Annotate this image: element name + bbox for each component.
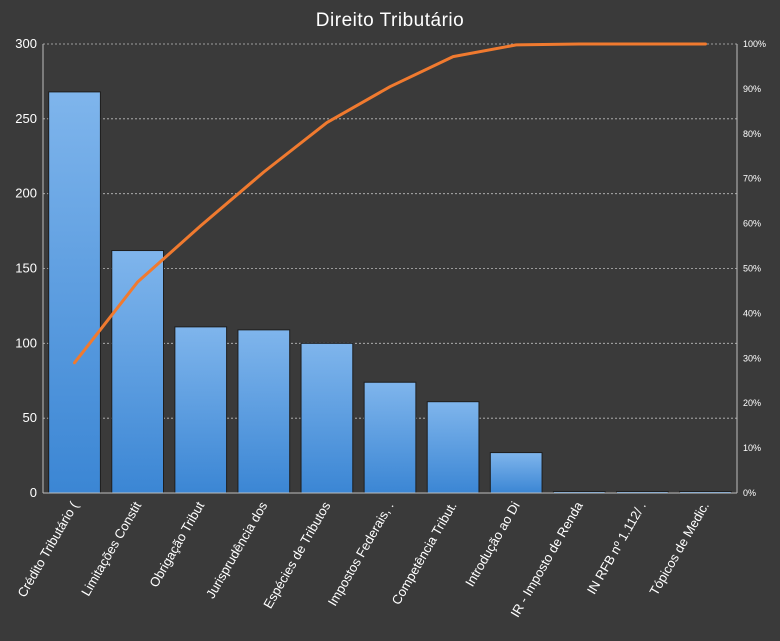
y-tick-label: 50 — [23, 410, 37, 425]
bar — [300, 342, 354, 494]
bar — [363, 381, 417, 494]
chart-title: Direito Tributário — [316, 10, 464, 31]
y2-tick-label: 90% — [743, 84, 761, 94]
y2-tick-label: 100% — [743, 39, 766, 49]
y-tick-label: 300 — [15, 36, 37, 51]
y2-tick-label: 10% — [743, 443, 761, 453]
x-tick-label: Impostos Federais, . — [325, 499, 397, 609]
bar — [48, 91, 101, 494]
x-tick-label: Tópicos de Medic. — [646, 499, 712, 598]
cumulative-line — [73, 42, 707, 365]
y2-tick-label: 30% — [743, 353, 761, 363]
x-tick-label: Espécies de Tributos — [260, 499, 334, 611]
y-axis-ticks: 0 50 100 150 200 250 300 — [15, 36, 37, 500]
y2-tick-label: 50% — [743, 264, 761, 274]
y2-tick-label: 60% — [743, 219, 761, 229]
x-tick-label: Competência Tribut. — [389, 499, 460, 607]
x-tick-label: IR - Imposto de Renda — [507, 498, 586, 619]
x-tick-label: Limitações Constit — [78, 499, 144, 599]
y-tick-label: 0 — [30, 485, 37, 500]
y-tick-label: 150 — [15, 261, 37, 276]
axes — [42, 44, 738, 494]
cumulative-percent-line — [73, 42, 707, 365]
y-tick-label: 250 — [15, 111, 37, 126]
y2-axis-ticks: 0% 10% 20% 30% 40% 50% 60% 70% 80% 90% 100% — [743, 39, 766, 498]
x-tick-label: Crédito Tributário ( — [14, 498, 81, 599]
bar — [489, 452, 543, 494]
y2-tick-label: 40% — [743, 308, 761, 318]
bar — [111, 250, 165, 494]
bar — [426, 401, 480, 494]
y-tick-label: 100 — [15, 335, 37, 350]
y2-tick-label: 0% — [743, 488, 756, 498]
x-tick-label: Obrigação Tribut — [146, 499, 207, 590]
x-tick-label: Introdução ao Di — [462, 499, 523, 589]
x-tick-label: IN RFB nº 1.112/ . — [584, 499, 649, 597]
x-axis-labels: Crédito Tributário (Limitações Constit Ob… — [14, 498, 712, 619]
x-tick-label: Jurisprudência dos — [203, 499, 271, 601]
y2-tick-label: 70% — [743, 174, 761, 184]
bars — [48, 91, 732, 494]
bar — [237, 329, 291, 494]
y2-tick-label: 20% — [743, 398, 761, 408]
bar — [174, 326, 228, 494]
y-tick-label: 200 — [15, 186, 37, 201]
y2-tick-label: 80% — [743, 129, 761, 139]
